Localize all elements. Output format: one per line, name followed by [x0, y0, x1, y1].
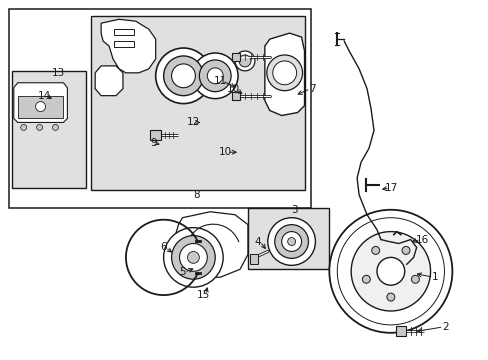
Bar	[12, 71, 86, 188]
Circle shape	[376, 257, 404, 285]
Circle shape	[235, 51, 254, 71]
Circle shape	[239, 55, 250, 67]
Circle shape	[350, 231, 429, 311]
Circle shape	[171, 64, 195, 88]
Circle shape	[267, 218, 315, 265]
Text: 10: 10	[218, 147, 231, 157]
Text: 16: 16	[415, 234, 428, 244]
Polygon shape	[170, 212, 247, 277]
Circle shape	[328, 210, 451, 333]
Text: 13: 13	[52, 68, 65, 78]
Text: 3: 3	[291, 205, 297, 215]
Text: 5: 5	[179, 267, 185, 277]
Circle shape	[36, 102, 45, 112]
Bar	[395, 326, 405, 336]
Circle shape	[37, 125, 42, 130]
Circle shape	[362, 275, 369, 283]
Circle shape	[207, 68, 223, 84]
Circle shape	[155, 48, 211, 104]
Circle shape	[274, 225, 308, 258]
Bar	[249, 255, 257, 264]
Circle shape	[410, 275, 419, 283]
Polygon shape	[101, 19, 155, 73]
Polygon shape	[14, 83, 67, 122]
Polygon shape	[18, 96, 63, 118]
Circle shape	[179, 243, 207, 271]
Text: 15: 15	[196, 290, 209, 300]
Circle shape	[371, 247, 379, 255]
Polygon shape	[264, 33, 304, 116]
Text: 9: 9	[150, 138, 157, 148]
Bar	[232, 53, 240, 61]
Bar	[114, 41, 134, 47]
Bar	[91, 16, 304, 190]
Bar	[232, 92, 240, 100]
Circle shape	[187, 251, 199, 264]
Circle shape	[20, 125, 27, 130]
Circle shape	[192, 53, 238, 99]
Bar	[247, 208, 328, 269]
Circle shape	[337, 218, 444, 325]
Circle shape	[163, 228, 223, 287]
Text: 11: 11	[213, 76, 226, 86]
Bar	[9, 9, 311, 208]
Text: 17: 17	[385, 183, 398, 193]
Circle shape	[401, 247, 409, 255]
Text: 4: 4	[254, 237, 261, 247]
Text: 6: 6	[160, 243, 166, 252]
Circle shape	[171, 235, 215, 279]
Text: 8: 8	[193, 190, 199, 200]
Text: 2: 2	[441, 322, 448, 332]
Text: 14: 14	[38, 91, 51, 101]
Bar	[114, 29, 134, 35]
Bar	[149, 130, 161, 140]
Circle shape	[272, 61, 296, 85]
Circle shape	[52, 125, 59, 130]
Text: 1: 1	[431, 272, 438, 282]
Circle shape	[266, 55, 302, 91]
Text: 7: 7	[308, 84, 315, 94]
Circle shape	[199, 60, 231, 92]
Circle shape	[281, 231, 301, 251]
Text: 10: 10	[226, 84, 239, 94]
Circle shape	[386, 293, 394, 301]
Circle shape	[287, 238, 295, 246]
Circle shape	[163, 56, 203, 96]
Text: 12: 12	[186, 117, 200, 127]
Polygon shape	[95, 66, 122, 96]
